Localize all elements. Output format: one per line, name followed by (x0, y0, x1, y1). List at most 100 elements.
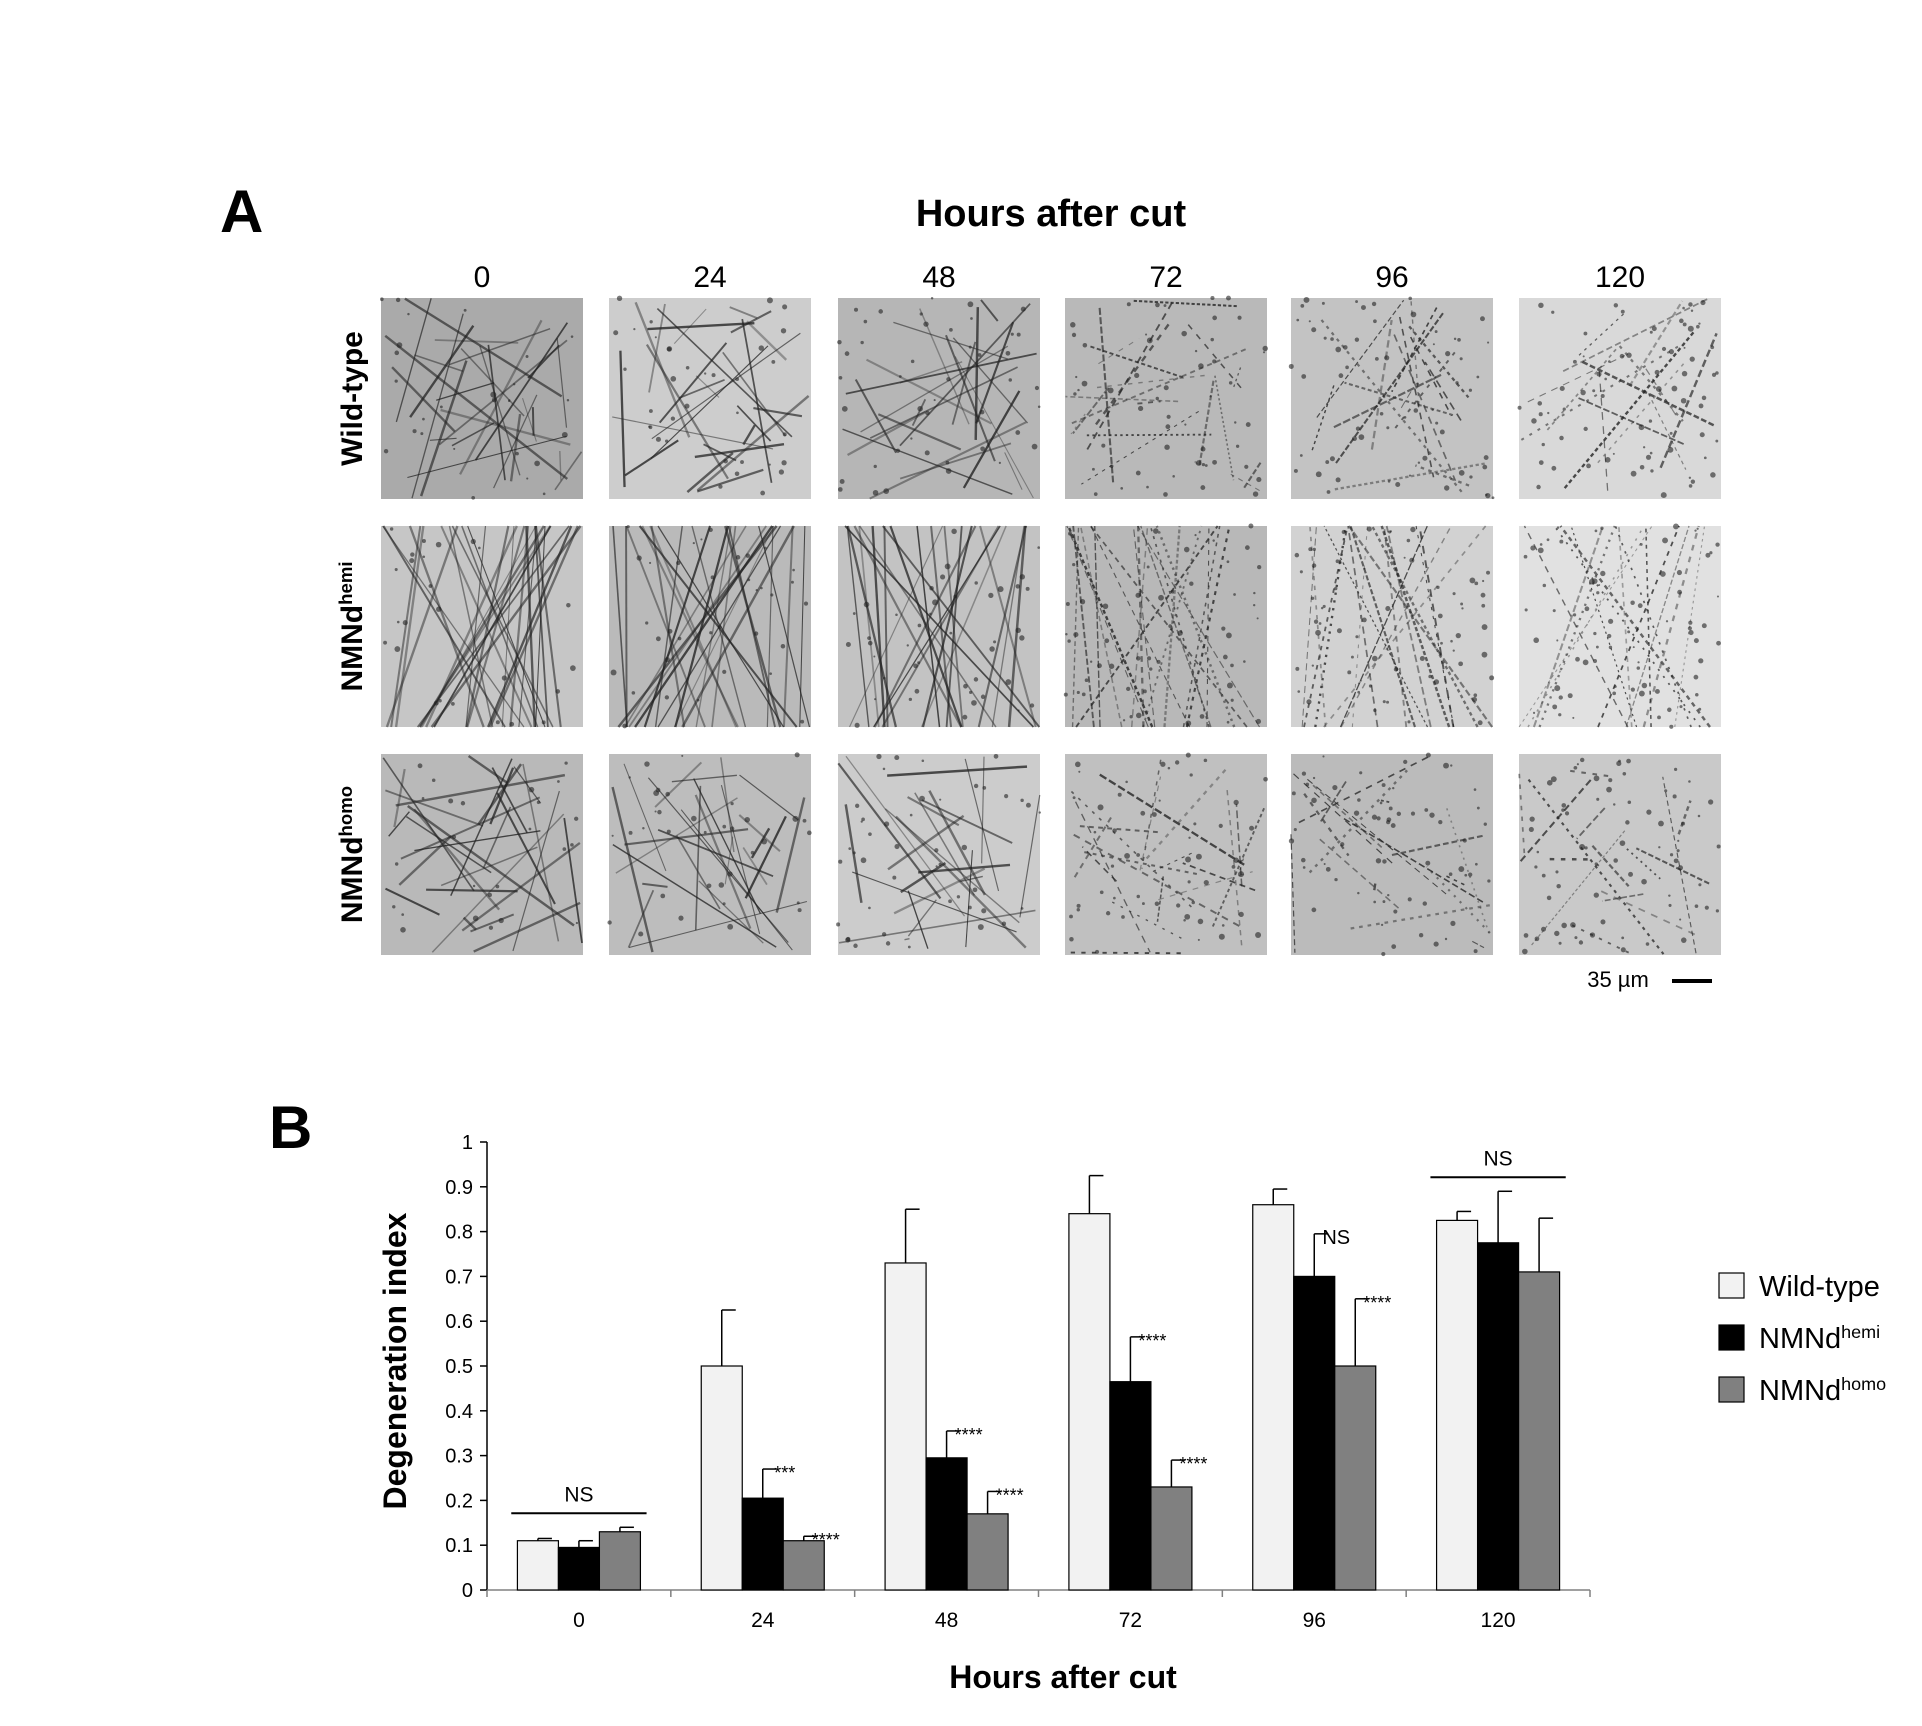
debris (1694, 529, 1697, 532)
debris (1372, 655, 1378, 662)
axon (1414, 464, 1470, 487)
debris (780, 643, 786, 649)
y-axis-title: Degeneration index (377, 1212, 413, 1509)
debris (895, 613, 898, 617)
axon (1645, 525, 1652, 728)
axon (384, 334, 569, 480)
debris (435, 541, 442, 548)
axon (873, 525, 977, 728)
row-label-main: NMNd (336, 836, 369, 923)
debris (1334, 586, 1338, 591)
debris (1682, 322, 1687, 327)
debris (1538, 460, 1544, 465)
axon (438, 339, 568, 446)
debris (501, 675, 508, 681)
micrograph (837, 296, 1041, 500)
axon (643, 525, 712, 728)
debris (750, 850, 755, 855)
debris (700, 538, 703, 541)
debris (1452, 592, 1456, 596)
axon (522, 763, 560, 942)
debris (1534, 936, 1540, 942)
debris (1075, 761, 1081, 768)
debris (1341, 529, 1346, 535)
x-tick-label: 120 (1481, 1609, 1516, 1632)
debris (923, 321, 929, 327)
debris (1410, 526, 1416, 533)
debris (894, 755, 900, 761)
legend-label-main: NMNd (1759, 1375, 1841, 1407)
debris (1387, 893, 1390, 897)
debris (1305, 782, 1310, 787)
debris (755, 589, 758, 592)
debris (1671, 385, 1678, 392)
debris (1669, 724, 1674, 729)
micrograph-background (838, 754, 1040, 955)
debris (1353, 810, 1360, 816)
axon (1531, 829, 1627, 946)
debris (1185, 720, 1192, 727)
axon (1385, 525, 1432, 728)
axon (407, 435, 567, 479)
debris (1226, 632, 1232, 639)
debris (1156, 659, 1161, 664)
debris (1612, 691, 1617, 696)
debris (1630, 600, 1635, 605)
debris (1183, 546, 1190, 553)
axon (1628, 300, 1684, 387)
axon (694, 442, 785, 459)
debris (910, 359, 915, 364)
axon (627, 889, 655, 948)
debris (934, 848, 939, 853)
axon (436, 382, 495, 401)
group-significance-label: NS (564, 1483, 593, 1506)
axon (842, 428, 1013, 495)
debris (1233, 593, 1236, 596)
axon (873, 525, 1001, 728)
debris (1097, 804, 1104, 811)
debris (1546, 895, 1552, 901)
debris (1391, 944, 1397, 949)
debris (1029, 703, 1035, 708)
debris (1679, 705, 1683, 709)
axon (962, 390, 1021, 489)
axon (696, 468, 764, 493)
debris (1408, 296, 1413, 301)
debris (1468, 388, 1473, 392)
debris (1596, 797, 1600, 801)
debris (710, 575, 715, 580)
debris (1197, 938, 1200, 941)
debris (660, 893, 666, 899)
debris (1234, 421, 1237, 424)
axon (869, 421, 1027, 500)
axon (654, 525, 683, 728)
axon (1570, 525, 1638, 728)
debris (867, 640, 873, 646)
debris (622, 723, 628, 729)
debris (1461, 607, 1464, 610)
debris (1024, 525, 1028, 528)
axon (623, 763, 667, 872)
debris (1357, 690, 1361, 694)
debris (1584, 846, 1588, 850)
debris (1312, 547, 1316, 552)
axon (385, 887, 440, 916)
debris (1476, 375, 1480, 379)
debris (1620, 309, 1625, 314)
axon (648, 303, 666, 393)
debris (882, 676, 886, 680)
axon (911, 398, 927, 427)
axon (848, 525, 944, 728)
debris (1177, 630, 1183, 636)
debris (1694, 904, 1699, 908)
x-tick-label: 96 (1303, 1609, 1326, 1632)
debris (1218, 933, 1225, 940)
axon (965, 850, 973, 948)
debris (873, 464, 877, 469)
debris (861, 817, 865, 822)
debris (727, 923, 734, 930)
debris (1142, 902, 1145, 905)
axon (433, 525, 552, 728)
debris (1189, 581, 1194, 586)
debris (723, 458, 728, 464)
